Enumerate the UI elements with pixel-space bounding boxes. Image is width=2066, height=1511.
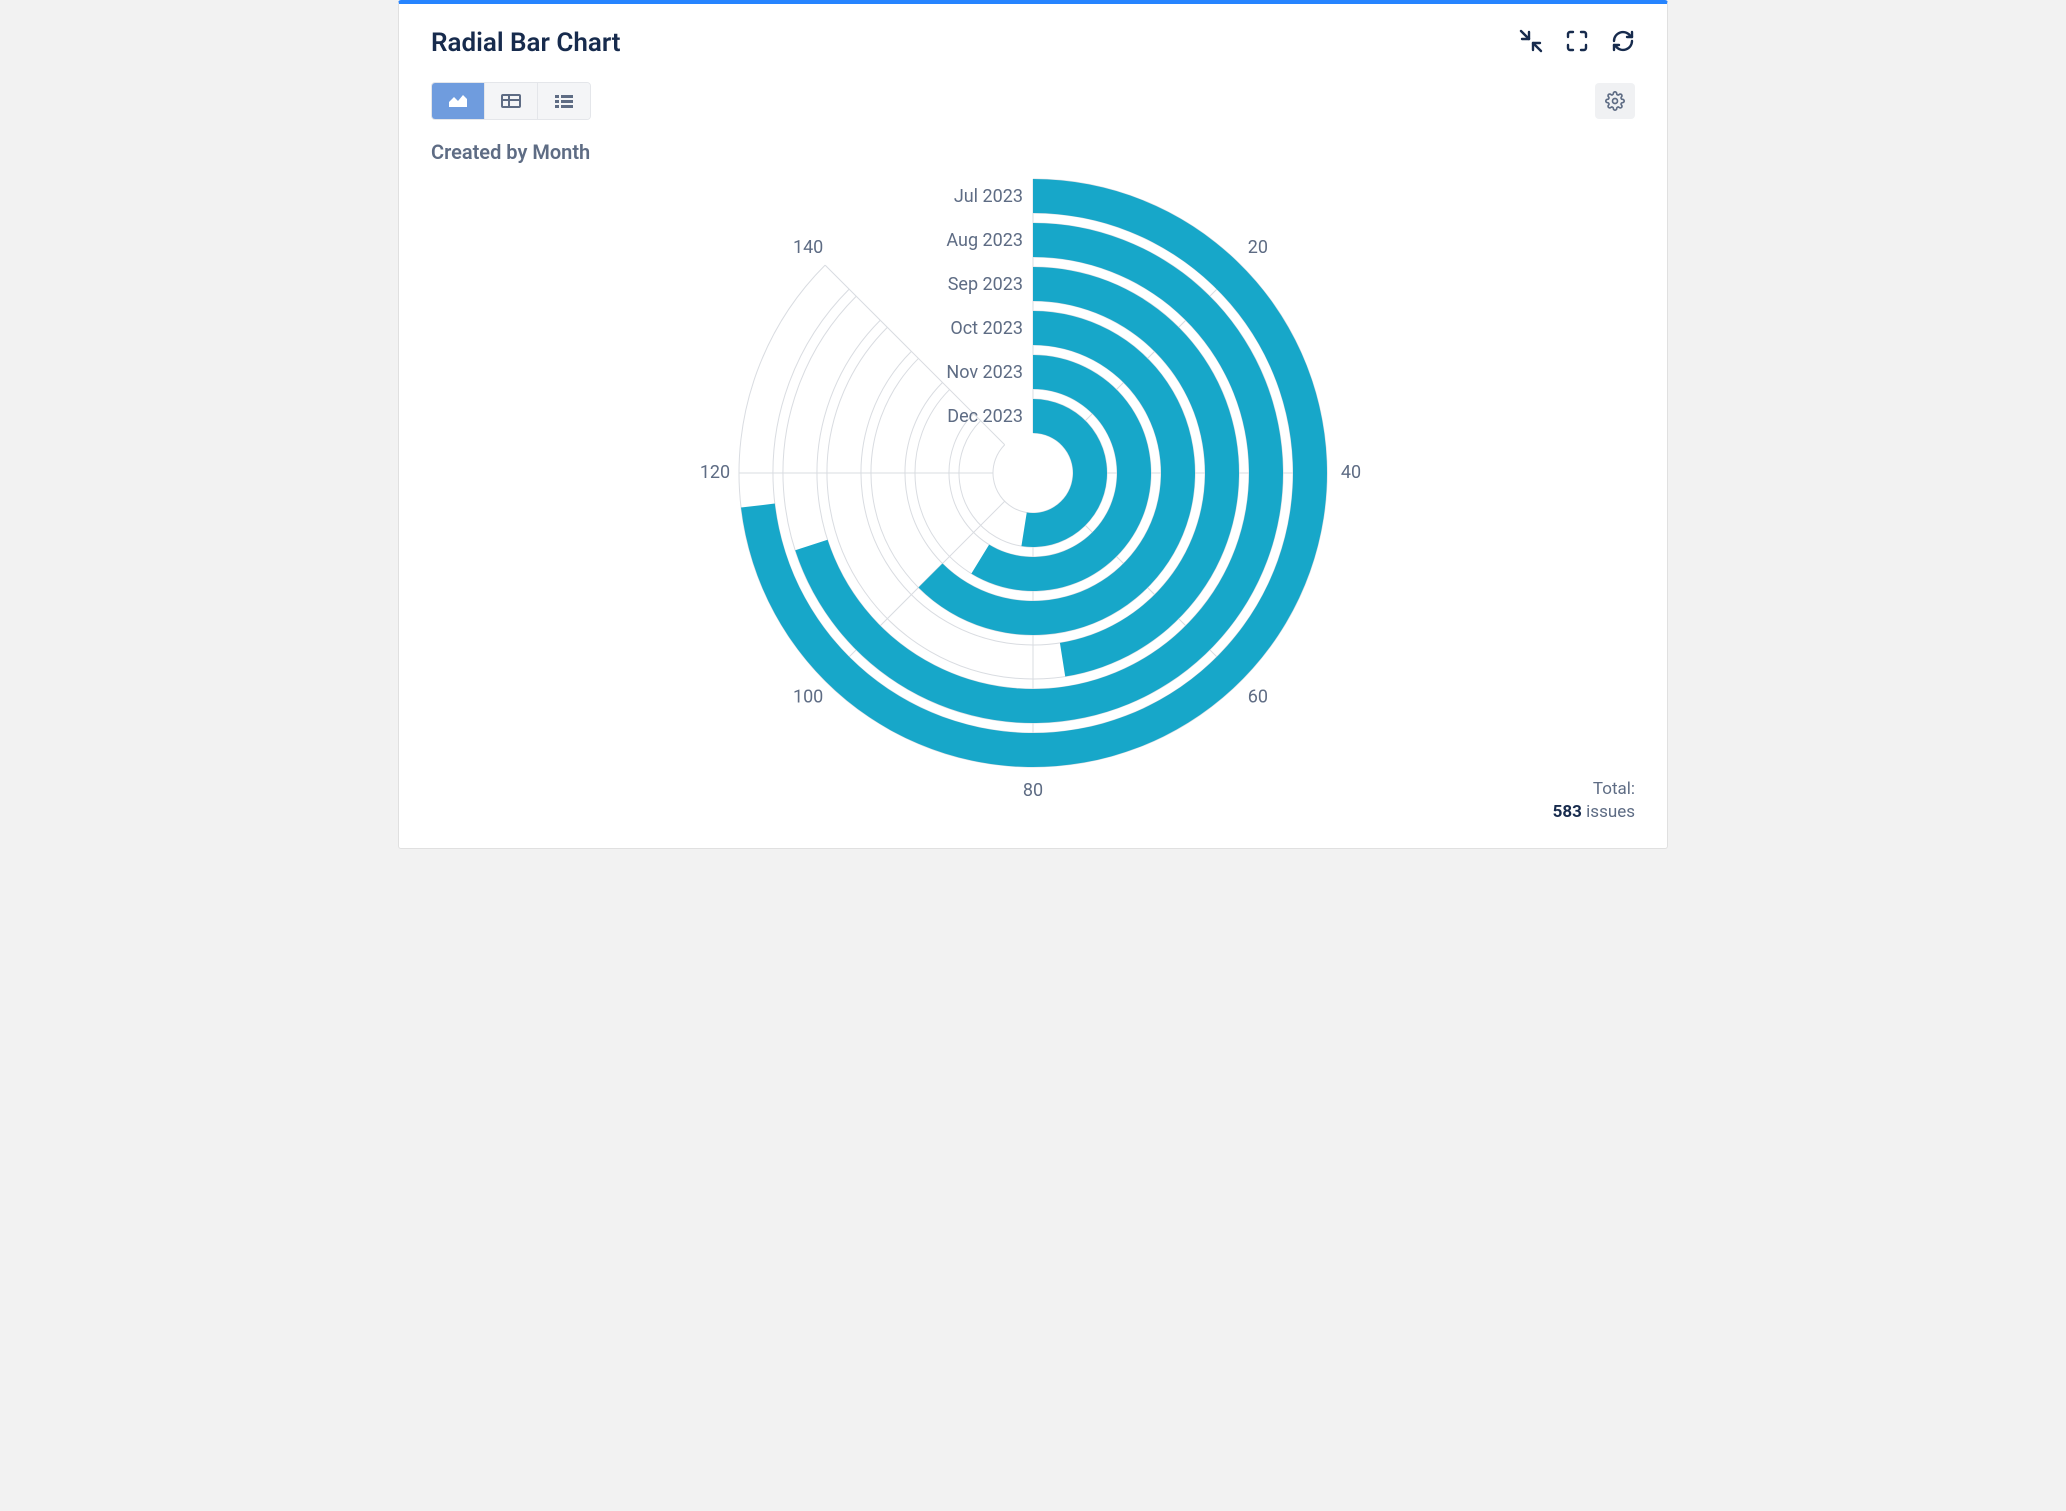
view-toggle-group bbox=[431, 82, 591, 120]
axis-tick-label: 80 bbox=[1023, 780, 1043, 801]
gear-icon bbox=[1605, 91, 1625, 111]
chart-subtitle: Created by Month bbox=[399, 120, 1667, 164]
card-title: Radial Bar Chart bbox=[431, 28, 621, 58]
chart-view-button[interactable] bbox=[432, 83, 485, 119]
bar-label: Aug 2023 bbox=[946, 230, 1023, 251]
total-value: 583 bbox=[1553, 802, 1582, 822]
total-unit: issues bbox=[1586, 802, 1635, 822]
bar-label: Nov 2023 bbox=[946, 362, 1023, 383]
total-line: 583 issues bbox=[1553, 801, 1635, 824]
axis-tick-label: 100 bbox=[793, 687, 823, 708]
chart-card: Radial Bar Chart bbox=[398, 0, 1668, 849]
bar-label: Dec 2023 bbox=[947, 406, 1023, 427]
toolbar-row bbox=[399, 58, 1667, 120]
radial-bar-chart: Jul 2023 Aug 2023 Sep 2023 Oct 2023 Nov 2023… bbox=[533, 168, 1533, 808]
header-actions bbox=[1519, 29, 1635, 57]
bar-label: Oct 2023 bbox=[950, 318, 1023, 339]
total-label: Total: bbox=[1553, 778, 1635, 801]
chart-container: Jul 2023 Aug 2023 Sep 2023 Oct 2023 Nov 2023… bbox=[399, 164, 1667, 808]
bar-label: Sep 2023 bbox=[948, 274, 1023, 295]
table-icon bbox=[501, 93, 521, 109]
bar-label: Jul 2023 bbox=[954, 186, 1023, 207]
list-view-button[interactable] bbox=[538, 83, 590, 119]
chart-footer: Total: 583 issues bbox=[1553, 778, 1635, 824]
axis-tick-label: 120 bbox=[700, 462, 730, 483]
card-header: Radial Bar Chart bbox=[399, 4, 1667, 58]
list-icon bbox=[554, 93, 574, 109]
settings-button[interactable] bbox=[1595, 83, 1635, 119]
axis-tick-label: 20 bbox=[1248, 237, 1268, 258]
fullscreen-icon[interactable] bbox=[1565, 29, 1589, 57]
axis-tick-label: 40 bbox=[1341, 462, 1361, 483]
radial-bar bbox=[971, 355, 1151, 591]
refresh-icon[interactable] bbox=[1611, 29, 1635, 57]
axis-tick-label: 60 bbox=[1248, 687, 1268, 708]
radial-bar bbox=[1021, 399, 1107, 547]
area-chart-icon bbox=[448, 93, 468, 109]
collapse-icon[interactable] bbox=[1519, 29, 1543, 57]
table-view-button[interactable] bbox=[485, 83, 538, 119]
axis-tick-label: 140 bbox=[793, 237, 823, 258]
